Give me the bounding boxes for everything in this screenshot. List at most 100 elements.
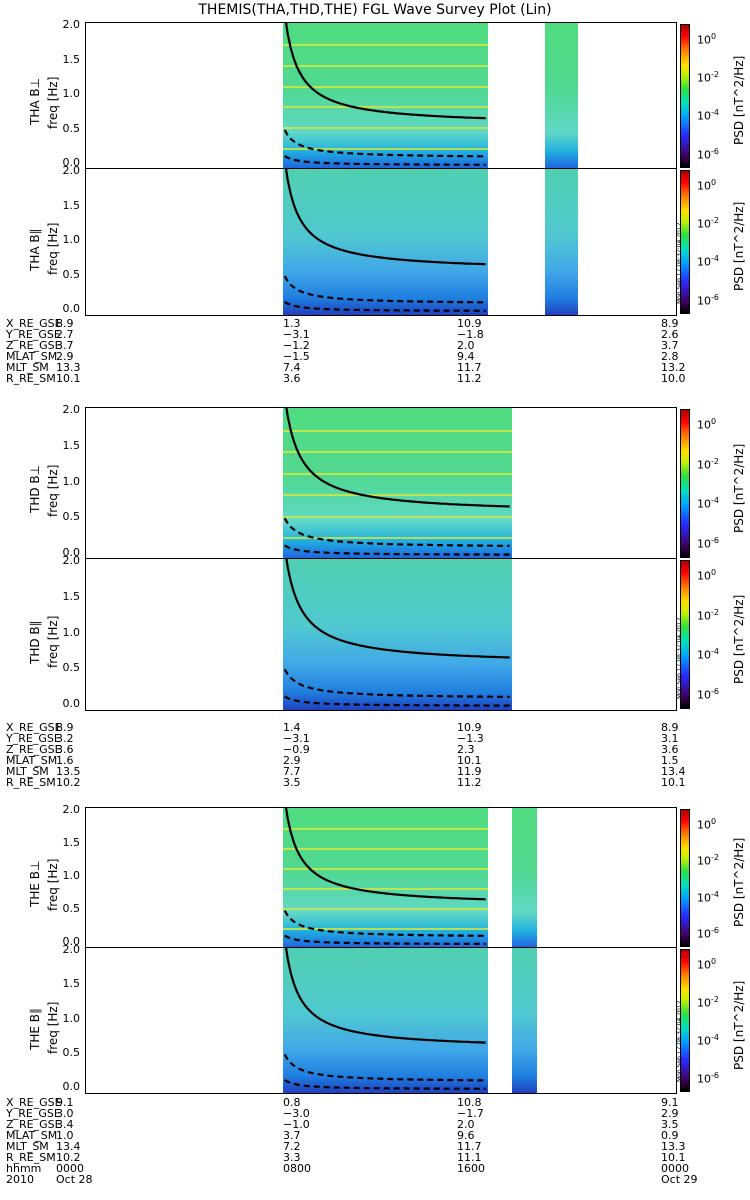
y-tick-label: 1.5: [62, 198, 81, 212]
ephemeris-table: X_RE_GSE 8.9 1.3 10.9 8.9 Y_RE_GSE 2.7 −3.1 −1.8…: [6, 318, 746, 384]
y-tick-label: 0.0: [62, 546, 81, 559]
ephemeris-cell: 11.1: [457, 1151, 482, 1164]
spectrogram-data: [544, 23, 578, 169]
low-fce-curve: [284, 544, 510, 556]
y-tick-label: 1.5: [62, 836, 81, 849]
ephemeris-cell: −1.5: [283, 350, 310, 363]
spectrogram-panel: [85, 168, 677, 316]
ephemeris-cell: 3.5: [661, 1118, 679, 1131]
ephemeris-cell: 0.8: [283, 1096, 301, 1109]
ephemeris-cell: MLT_SM: [6, 361, 49, 374]
ephemeris-cell: 8.9: [56, 721, 74, 734]
y-tick-label: 0.0: [62, 697, 81, 710]
ephemeris-cell: 10.1: [457, 754, 482, 767]
colorbar: [680, 24, 690, 168]
spectrogram-data: [282, 559, 513, 710]
colorbar-tick-label: 10-2: [697, 994, 719, 1010]
y-tick-label: 1.0: [62, 869, 81, 882]
ephemeris-cell: Oct 28: [56, 1173, 93, 1186]
harmonic-line: [282, 515, 513, 518]
ephemeris-row: R_RE_SM 10.1 3.6 11.2 10.0: [6, 373, 746, 384]
ephemeris-cell: 0000: [56, 1162, 84, 1175]
ephemeris-cell: Z_RE_GSE: [6, 743, 62, 756]
ephemeris-cell: −1.8: [457, 328, 484, 341]
timestamp-stamp: Mon Sep 17 08:37:04 2012: [676, 617, 683, 699]
ephemeris-cell: 3.7: [661, 339, 679, 352]
colorbar-label: PSD [nT^2/Hz]: [732, 980, 746, 1070]
ephemeris-table: X_RE_GSE 8.9 1.4 10.9 8.9 Y_RE_GSE 3.2 −3.1 −1.3…: [6, 722, 746, 788]
ephemeris-cell: MLAT_SM: [6, 1129, 58, 1142]
y-tick-label: 2.0: [62, 943, 81, 956]
harmonic-line: [282, 127, 488, 130]
colorbar-label: PSD [nT^2/Hz]: [732, 443, 746, 533]
ephemeris-cell: −0.9: [283, 743, 310, 756]
harmonic-line: [282, 451, 513, 454]
colorbar-tick-label: 10-6: [697, 292, 719, 308]
harmonic-line: [282, 494, 513, 497]
y-tick-label: 2.0: [62, 403, 81, 416]
timestamp-stamp: Mon Sep 17 08:37:04 2012: [676, 222, 683, 304]
spectrogram-panel: [85, 407, 677, 560]
ephemeris-row: X_RE_GSE 8.9 1.4 10.9 8.9: [6, 722, 746, 733]
ephemeris-cell: −1.0: [283, 1118, 310, 1131]
y-tick-label: 0.5: [62, 661, 81, 675]
ephemeris-row: 2010 Oct 28 Oct 29: [6, 1174, 746, 1185]
fce-curve: [284, 948, 486, 1044]
colorbar: [680, 560, 690, 709]
ephemeris-cell: 2.7: [56, 328, 74, 341]
ephemeris-cell: Y_RE_GSE: [6, 328, 61, 341]
ephemeris-cell: 1.3: [283, 317, 301, 330]
low-fce-curve: [284, 1079, 486, 1090]
half-fce-curve: [283, 668, 510, 698]
ephemeris-cell: 2.9: [283, 754, 301, 767]
colorbar-tick-label: 10-2: [697, 853, 719, 869]
fce-curve: [285, 408, 510, 508]
spectrogram-data: [282, 948, 488, 1093]
harmonic-line: [282, 868, 488, 870]
colorbar-tick-label: 10-4: [697, 496, 719, 512]
ephemeris-cell: 13.3: [56, 361, 81, 374]
ephemeris-cell: 13.5: [56, 765, 81, 778]
ephemeris-cell: X_RE_GSE: [6, 721, 62, 734]
ephemeris-cell: 7.7: [283, 765, 301, 778]
y-tick-label: 0.5: [62, 902, 81, 915]
freq-axis-label: freq [Hz]: [46, 615, 60, 668]
ephemeris-cell: 10.0: [661, 372, 686, 385]
ephemeris-cell: 2010: [6, 1173, 34, 1186]
harmonic-line: [282, 828, 488, 830]
spectrogram-data: [282, 408, 513, 559]
ephemeris-row: MLT_SM 13.3 7.4 11.7 13.2: [6, 362, 746, 373]
gyrofrequency-curves: [283, 408, 510, 556]
colorbar-label: PSD [nT^2/Hz]: [732, 55, 746, 145]
half-fce-curve: [283, 129, 486, 158]
ephemeris-row: R_RE_SM 10.2 3.5 11.2 10.1: [6, 777, 746, 788]
harmonic-line: [282, 888, 488, 890]
ephemeris-cell: 10.1: [661, 776, 686, 789]
y-tick-label: 0.0: [62, 156, 81, 169]
colorbar-tick-label: 10-4: [697, 889, 719, 905]
colorbar-tick-label: 10-6: [697, 146, 719, 162]
spectrogram-panel: [85, 807, 677, 949]
ephemeris-cell: 8.9: [56, 317, 74, 330]
y-tick-label: 1.0: [62, 474, 81, 488]
ephemeris-cell: 10.2: [56, 776, 81, 789]
gyrofrequency-curves: [283, 948, 486, 1090]
colorbar-tick-label: 100: [697, 568, 717, 583]
y-tick-label: 1.5: [62, 977, 81, 991]
ephemeris-row: MLT_SM 13.5 7.7 11.9 13.4: [6, 766, 746, 777]
ephemeris-cell: 7.2: [283, 1140, 301, 1153]
ephemeris-cell: 3.3: [283, 1151, 301, 1164]
y-tick-label: 0.5: [62, 121, 81, 135]
spectrogram-panel: [85, 22, 677, 170]
ephemeris-cell: 0000: [661, 1162, 689, 1175]
colorbar-tick-label: 10-6: [697, 1070, 719, 1086]
freq-axis-label: freq [Hz]: [46, 464, 60, 517]
ephemeris-cell: 7.4: [283, 361, 301, 374]
harmonic-line: [282, 148, 488, 151]
ephemeris-cell: 0800: [283, 1162, 311, 1175]
colorbar-tick-label: 10-6: [697, 687, 719, 702]
gyrofrequency-curves: [283, 808, 486, 945]
colorbar-tick-label: 10-4: [697, 1032, 719, 1048]
colorbar-tick-label: 10-2: [697, 70, 719, 85]
spectrogram-data: [544, 169, 578, 315]
